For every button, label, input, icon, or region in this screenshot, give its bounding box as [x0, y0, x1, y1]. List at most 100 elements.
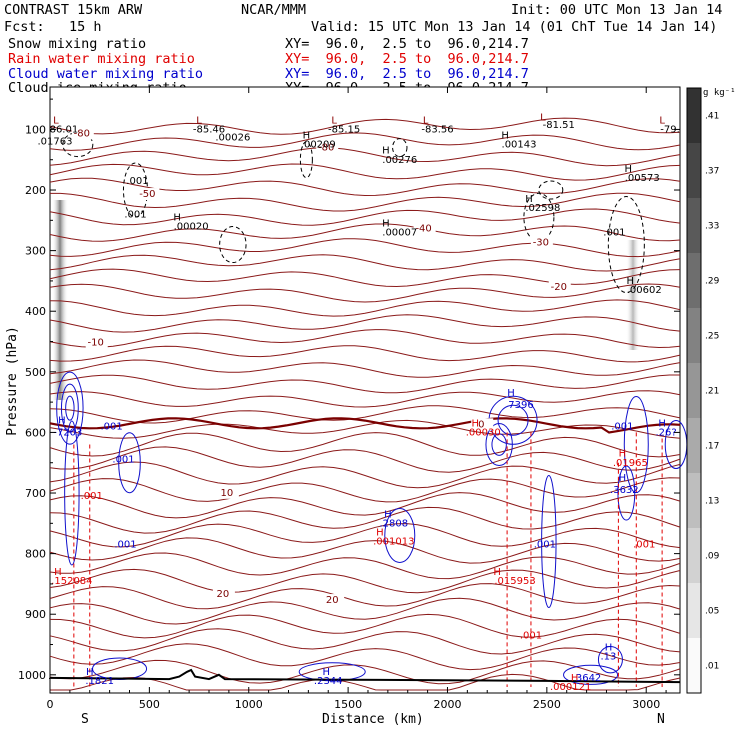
field-label-rain: Rain water mixing ratio [8, 51, 195, 67]
contour-annotation: H [605, 643, 613, 654]
contour-annotation: L [196, 115, 202, 126]
cloud-water-contours [56, 371, 688, 685]
contour-annotation: H [382, 146, 390, 157]
contour-annotation: H [627, 276, 635, 287]
contour-annotation: H [472, 418, 480, 429]
contour-annotation: H [54, 567, 62, 578]
contour-annotation: .001 [611, 421, 633, 432]
contour-annotation: .152084 [51, 576, 92, 587]
contour-annotation: H [507, 388, 515, 399]
contour-annotation: .001 [114, 540, 136, 551]
contour-annotation: -85.46 [193, 124, 225, 135]
contour-annotation: .001 [81, 491, 103, 502]
isotherm-line [49, 568, 681, 594]
contour-annotation: L [423, 115, 429, 126]
cloud-water-contour [541, 475, 557, 608]
y-tick-label: 1000 [18, 669, 46, 682]
cloud-water-contour [56, 371, 84, 445]
contour-annotation: .26? [655, 427, 676, 438]
chart-title: CONTRAST 15km ARW [4, 2, 143, 18]
y-tick-label: 800 [25, 548, 46, 561]
isotherm-line [49, 643, 681, 671]
contour-annotation: H [376, 527, 384, 538]
snow-contour [392, 138, 408, 158]
contour-annotation: H [382, 218, 390, 229]
field-xy-snow: XY= 96.0, 2.5 to 96.0,214.7 [285, 36, 529, 52]
isotherm-label: -30 [533, 238, 549, 249]
contour-annotation: .01965 [613, 458, 648, 469]
contour-annotation: .2808 [379, 518, 408, 529]
isotherm-line [49, 597, 681, 625]
y-tick-label: 600 [25, 426, 46, 439]
contour-annotation: H [619, 473, 627, 484]
contour-annotation: -85.15 [328, 124, 360, 135]
x-axis-label: Distance (km) [322, 712, 424, 727]
isotherm-line [49, 446, 681, 473]
contour-annotation: H [322, 667, 330, 678]
contour-annotation: .001 [603, 227, 625, 238]
source-label: NCAR/MMM [241, 2, 307, 18]
contour-annotation: H [625, 164, 633, 175]
isotherm-line [49, 299, 681, 317]
cloud-water-contour [563, 664, 619, 685]
contour-annotation: H [493, 567, 501, 578]
x-tick-label: 2000 [433, 698, 461, 711]
contour-annotations: L86.01.01763L-85.46.00026L-85.15H.00209H… [37, 112, 679, 693]
colorbar-segment [687, 88, 701, 143]
contour-annotation: .001 [112, 455, 134, 466]
colorbar-label: .41 [705, 112, 719, 122]
isotherm-line [49, 492, 681, 519]
isotherm-label: 20 [326, 595, 339, 606]
isotherm-line [49, 268, 681, 288]
cloud-water-contour [491, 433, 507, 456]
cloud-water-contour [64, 420, 80, 566]
contour-annotation: 86.01 [50, 124, 79, 135]
contour-annotation: H [303, 131, 311, 142]
colorbar-unit: g kg⁻¹ [703, 88, 736, 98]
forecast-hour: Fcst: 15 h [4, 19, 102, 35]
contour-annotation: H [658, 418, 666, 429]
colorbar-segment [687, 143, 701, 198]
contour-annotation: .00143 [502, 140, 537, 151]
isotherm-line [49, 461, 681, 489]
cloud-water-contour [65, 395, 75, 421]
isotherm-line [50, 673, 681, 691]
isotherm-label-bg [212, 588, 235, 601]
contour-annotation: -83.56 [421, 124, 453, 135]
isotherm-label: -20 [551, 282, 567, 293]
contour-annotation: 7396 [508, 400, 533, 411]
isotherm-line [49, 329, 681, 349]
isotherm-line [49, 374, 680, 394]
field-label-cloud-water: Cloud water mixing ratio [8, 66, 204, 82]
cloud-water-contour [485, 423, 513, 467]
contour-annotation: .001 [100, 421, 122, 432]
isotherm-line [49, 223, 681, 242]
contour-annotation: 3642 [576, 673, 601, 684]
temperature-contours [49, 117, 681, 691]
snow-contour [607, 196, 645, 294]
colorbar-frame [686, 87, 702, 694]
isotherm-line [49, 283, 681, 303]
y-tick-label: 700 [25, 487, 46, 500]
isotherm-label-bg [216, 486, 239, 499]
contour-annotation: H [501, 131, 509, 142]
contour-annotation: .13 [601, 652, 617, 663]
isotherm-line [49, 238, 681, 258]
isotherm-line [49, 583, 681, 610]
isotherm-line [49, 314, 681, 333]
isotherm-line [49, 254, 681, 272]
colorbar-segment [687, 308, 701, 363]
isotherm-line [49, 132, 681, 151]
isotherm-line [49, 659, 681, 685]
init-time: Init: 00 UTC Mon 13 Jan 14 [511, 2, 723, 18]
contour-annotation: .00602 [627, 285, 662, 296]
colorbar-segment [687, 528, 701, 583]
colorbar-segment [687, 473, 701, 528]
contour-annotation: .001013 [373, 537, 414, 548]
contour-annotation: .00276 [382, 155, 417, 166]
cloud-water-contour [497, 404, 529, 436]
isotherm-label: -10 [88, 338, 104, 349]
isotherm-label: 10 [221, 488, 234, 499]
colorbar-label: .09 [705, 552, 720, 562]
contour-annotation: H [525, 194, 533, 205]
